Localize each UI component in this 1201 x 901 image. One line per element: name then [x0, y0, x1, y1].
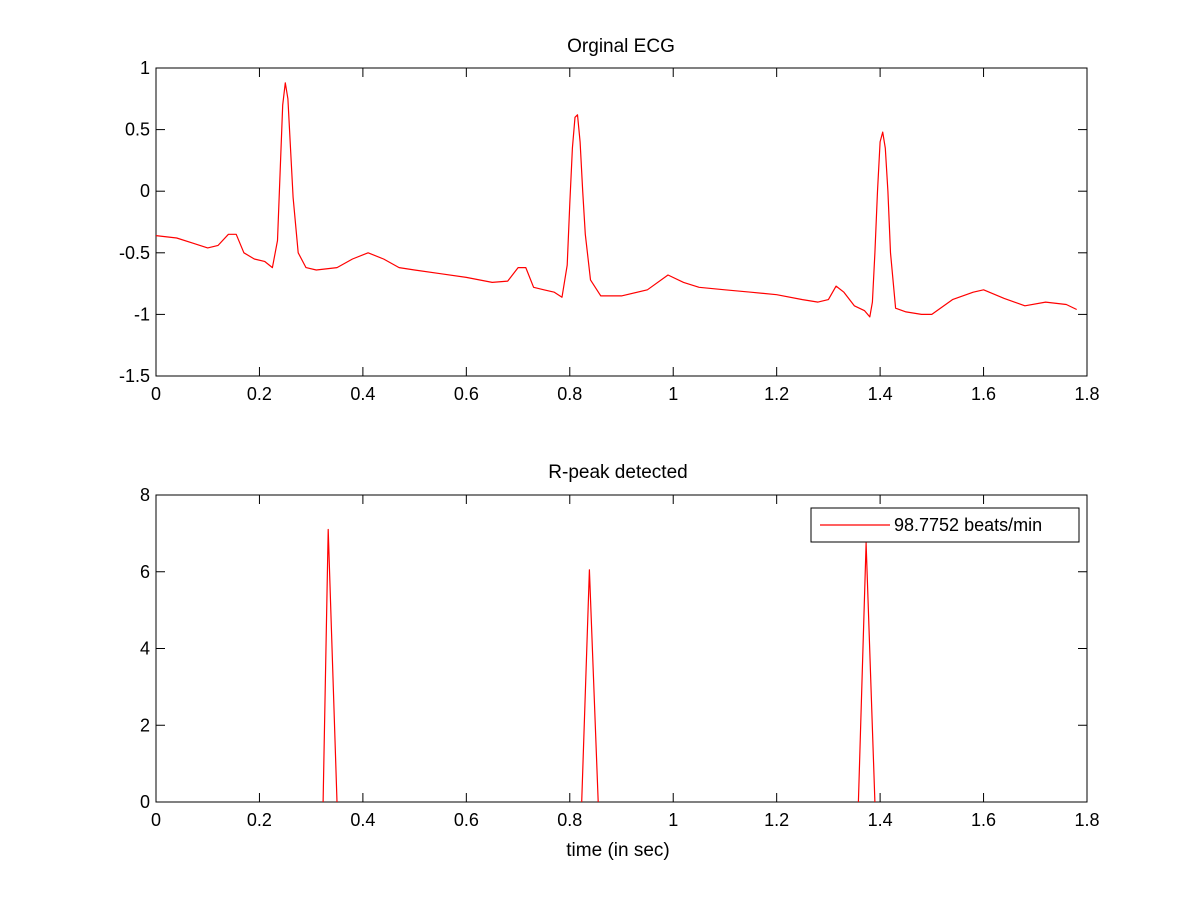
axes-box-r-peak: [155, 494, 1088, 803]
x-axis-label: time (in sec): [566, 840, 669, 861]
ecg-trace-line: [155, 82, 1077, 318]
y-tick-label: 0.5: [125, 120, 150, 140]
y-tick-label: 6: [140, 562, 150, 582]
chart-title-original-ecg: Orginal ECG: [567, 36, 675, 57]
r-peak-spike-3: [857, 542, 876, 803]
legend-entry-label: 98.7752 beats/min: [894, 515, 1042, 535]
ticks-original-ecg: 0 0.2 0.4 0.6 0.8 1 1.2 1.4 1.6 1.8 -1.5 -1 -0.5 0 0.5…: [119, 58, 1100, 404]
y-tick-label: 0: [140, 792, 150, 812]
x-tick-label: 1.4: [868, 384, 893, 404]
y-tick-label: -1: [134, 304, 150, 324]
chart-title-r-peak: R-peak detected: [548, 462, 687, 483]
x-tick-label: 0.8: [557, 384, 582, 404]
x-tick-label: 0.6: [454, 384, 479, 404]
r-peak-spike-2: [581, 569, 599, 803]
x-tick-label: 1.6: [971, 384, 996, 404]
y-tick-label: 0: [140, 181, 150, 201]
x-tick-label: 0: [151, 810, 161, 830]
trace-r-peak: [322, 528, 876, 803]
y-tick-label: -0.5: [119, 243, 150, 263]
x-tick-label: 1.4: [868, 810, 893, 830]
x-tick-label: 1.6: [971, 810, 996, 830]
x-tick-label: 1.8: [1074, 810, 1099, 830]
x-tick-label: 0.4: [350, 384, 375, 404]
x-tick-label: 0.8: [557, 810, 582, 830]
y-tick-label: 4: [140, 639, 150, 659]
legend: 98.7752 beats/min: [810, 507, 1080, 543]
axes-box-original-ecg: [155, 67, 1088, 377]
x-tick-label: 1: [668, 384, 678, 404]
y-tick-label: 1: [140, 58, 150, 78]
trace-original-ecg: [155, 82, 1077, 318]
ticks-r-peak: 0 0.2 0.4 0.6 0.8 1 1.2 1.4 1.6 1.8 0 2 4 6 8: [140, 485, 1100, 830]
x-tick-label: 0.2: [247, 384, 272, 404]
x-tick-label: 1: [668, 810, 678, 830]
x-tick-label: 0.4: [350, 810, 375, 830]
x-tick-label: 0.2: [247, 810, 272, 830]
x-tick-label: 0: [151, 384, 161, 404]
subplot-original-ecg: Orginal ECG 0 0.2 0.4 0.6 0.8 1 1.2 1.4 1.6 1.8 -1…: [119, 36, 1100, 404]
subplot-r-peak: R-peak detected 0 0.2 0.4 0.6 0.8 1 1.2 1.4 1.6 1…: [140, 462, 1100, 861]
y-tick-label: 2: [140, 715, 150, 735]
y-tick-label: -1.5: [119, 366, 150, 386]
x-tick-label: 0.6: [454, 810, 479, 830]
x-tick-label: 1.2: [764, 810, 789, 830]
x-tick-label: 1.2: [764, 384, 789, 404]
y-tick-label: 8: [140, 485, 150, 505]
r-peak-spike-1: [322, 528, 338, 803]
x-tick-label: 1.8: [1074, 384, 1099, 404]
